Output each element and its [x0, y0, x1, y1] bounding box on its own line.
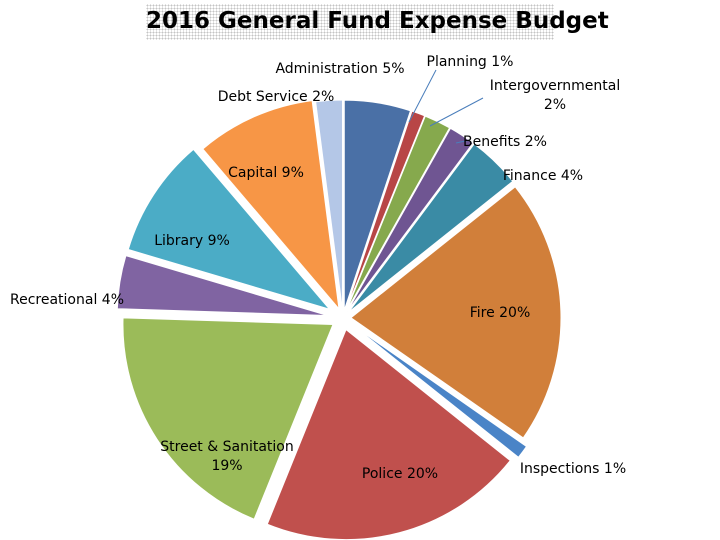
pie-slice-2 — [345, 110, 426, 311]
pie-slice-1 — [343, 99, 412, 311]
slice-label-12: Capital 9% — [228, 165, 304, 181]
pie-slice-9 — [122, 317, 334, 520]
slice-label-10: Recreational 4% — [10, 292, 124, 308]
pie-slice-8 — [266, 328, 511, 540]
leader-lines — [408, 69, 484, 144]
slice-label-5: Finance 4% — [503, 168, 583, 184]
pie-slice-11 — [127, 148, 332, 311]
pie-slice-4 — [346, 127, 474, 312]
pie-slice-5 — [348, 143, 514, 313]
slice-label-6: Fire 20% — [470, 305, 531, 321]
pie-slice-7 — [353, 325, 528, 459]
pie-slices — [116, 99, 562, 540]
slice-label-9: Street & Sanitation 19% — [160, 439, 293, 474]
slice-label-13: Debt Service 2% — [218, 89, 335, 105]
slice-label-8: Police 20% — [362, 466, 438, 482]
slice-label-7: Inspections 1% — [520, 461, 626, 477]
leader-line-4 — [455, 139, 471, 144]
leader-line-3 — [429, 97, 484, 127]
pie-slice-12 — [202, 100, 340, 311]
slice-label-4: Benefits 2% — [463, 134, 547, 150]
slice-label-11: Library 9% — [154, 233, 230, 249]
slice-label-3: Intergovernmental 2% — [490, 78, 620, 113]
pie-slice-6 — [350, 186, 562, 439]
slice-label-1: Administration 5% — [275, 61, 404, 77]
chart-title: 2016 General Fund Expense Budget — [146, 4, 609, 40]
pie-slice-10 — [116, 255, 328, 316]
pie-slice-13 — [315, 99, 343, 311]
leader-line-2 — [408, 69, 437, 123]
slice-labels: Administration 5% Planning 1% Intergovernm… — [10, 54, 626, 482]
slice-label-2: Planning 1% — [427, 54, 514, 70]
